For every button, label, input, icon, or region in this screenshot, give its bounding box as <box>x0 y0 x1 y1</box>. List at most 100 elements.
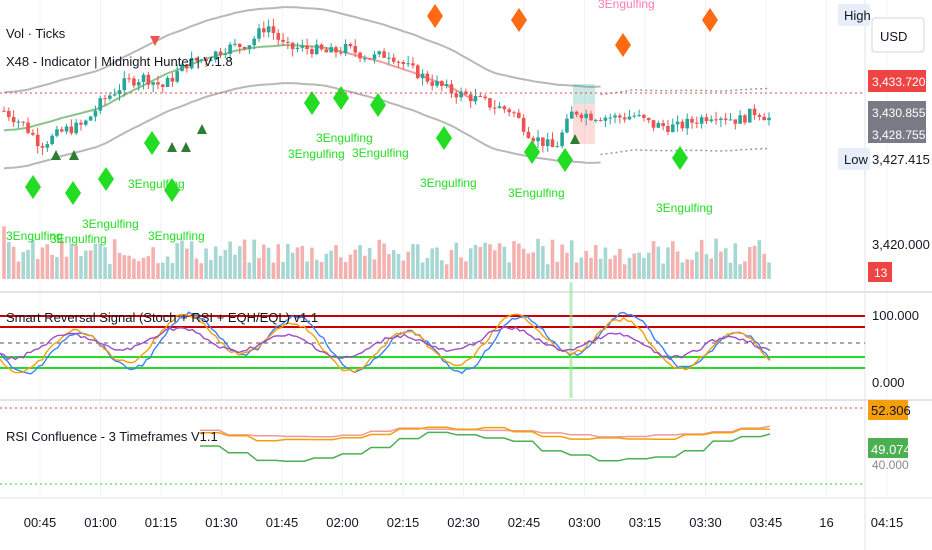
oscillator-pane[interactable] <box>0 282 865 398</box>
volume-bar <box>372 259 377 279</box>
volume-bar <box>136 261 141 279</box>
candle-body <box>719 118 723 120</box>
volume-bar <box>531 252 536 279</box>
volume-bar <box>64 256 69 279</box>
volume-bar <box>555 261 560 279</box>
volume-bar <box>300 245 305 279</box>
header-line2[interactable]: X48 - Indicator | Midnight Hunter | V.1.… <box>6 54 233 69</box>
candle-body <box>7 110 11 118</box>
volume-bar <box>156 263 160 279</box>
candle-body <box>338 52 343 54</box>
volume-bar <box>218 255 223 279</box>
candle-body <box>579 114 584 119</box>
candle-body <box>367 58 372 60</box>
price-tag-3-value: 3,428.755 <box>872 128 926 142</box>
volume-bar <box>79 256 83 279</box>
candle-body <box>695 122 699 124</box>
volume-bar <box>695 251 699 279</box>
candle-body <box>329 47 333 53</box>
lower-band-ext <box>600 147 770 156</box>
volume-bar <box>35 259 40 279</box>
volume-bar <box>11 246 16 279</box>
candle-body <box>468 94 473 102</box>
candle-body <box>79 122 83 125</box>
candle-body <box>295 47 300 50</box>
volume-bar <box>88 250 93 279</box>
candle-body <box>64 126 69 132</box>
engulfing-label-bear: 3Engulfing <box>598 0 655 11</box>
engulfing-label: 3Engulfing <box>82 217 139 231</box>
high-label-box <box>838 4 870 26</box>
candle-body <box>473 95 478 102</box>
rsi-pane[interactable] <box>200 425 771 462</box>
time-label: 00:45 <box>24 515 57 530</box>
candle-body <box>281 39 285 42</box>
currency-label[interactable]: USD <box>880 29 907 44</box>
time-axis[interactable]: 00:45 01:00 01:15 01:30 01:45 02:00 02:15 02:30… <box>24 515 904 530</box>
currency-box[interactable] <box>871 17 925 53</box>
candle-body <box>290 42 295 50</box>
volume-bar <box>464 261 468 279</box>
candle-body <box>108 95 112 99</box>
volume-bar <box>613 255 617 279</box>
osc-stoch-k <box>0 311 771 375</box>
osc-title[interactable]: Smart Reversal Signal (Stoch + RSI + EQH… <box>6 310 318 325</box>
candle-body <box>661 123 665 127</box>
candle-body <box>59 129 64 132</box>
volume-bar <box>608 258 613 279</box>
rsi-line-3 <box>200 431 771 462</box>
engulfing-diamond-bear <box>615 33 631 57</box>
candle-body <box>45 144 50 148</box>
candle-body <box>622 117 627 120</box>
volume-bar <box>709 258 714 279</box>
volume-bar <box>603 247 608 279</box>
candle-body <box>314 44 319 55</box>
candle-body <box>26 122 30 133</box>
volume-bar <box>656 246 661 279</box>
candle-body <box>497 106 502 109</box>
volume-bar <box>310 247 314 279</box>
candle-body <box>637 114 641 116</box>
volume-bar <box>560 244 564 279</box>
volume-bar <box>290 252 295 279</box>
engulfing-label: 3Engulfing <box>352 146 409 160</box>
up-arrow <box>167 142 177 152</box>
candle-body <box>478 95 483 97</box>
engulfing-diamond <box>672 146 688 170</box>
candle-body <box>430 81 435 86</box>
candle-body <box>517 112 521 118</box>
volume-bar <box>286 243 290 279</box>
engulfing-diamond <box>98 167 114 191</box>
candle-body <box>170 77 175 82</box>
volume-bar <box>103 247 107 279</box>
candle-body <box>16 121 21 123</box>
candles[interactable] <box>2 18 771 156</box>
candle-body <box>512 112 516 114</box>
time-label: 01:00 <box>84 515 117 530</box>
engulfing-label: 3Engulfing <box>656 201 713 215</box>
candle-body <box>589 113 593 121</box>
volume-bar <box>233 254 237 279</box>
volume-bar <box>151 247 155 279</box>
candle-body <box>242 46 247 50</box>
signals: 3Engulfing3Engulfing3Engulfing3Engulfing… <box>6 0 718 246</box>
volume-bar <box>127 255 131 279</box>
volume-bar <box>473 244 478 279</box>
candle-body <box>363 58 367 60</box>
envelope-bands <box>3 6 770 170</box>
candle-body <box>358 52 362 59</box>
volume-bar <box>618 248 622 279</box>
candle-body <box>565 118 569 133</box>
osc-tick-top: 100.000 <box>872 308 919 323</box>
candle-body <box>483 96 487 99</box>
candle-body <box>670 124 675 132</box>
engulfing-diamond <box>524 140 540 164</box>
candle-body <box>550 139 555 148</box>
rsi-title[interactable]: RSI Confluence - 3 Timeframes V1.1 <box>6 429 218 444</box>
volume-bar <box>262 244 266 279</box>
candle-body <box>762 116 766 121</box>
candle-body <box>420 73 425 79</box>
volume-bar <box>497 243 502 279</box>
volume-bar <box>396 253 401 279</box>
engulfing-label: 3Engulfing <box>50 232 107 246</box>
